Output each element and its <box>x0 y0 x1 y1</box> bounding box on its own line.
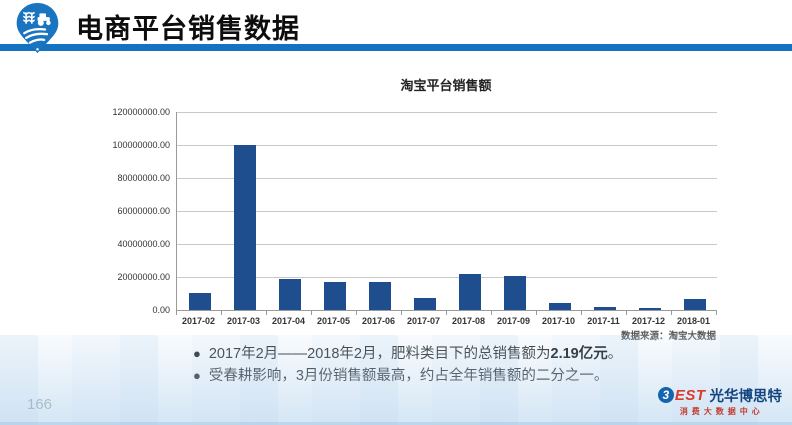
bar <box>683 299 706 310</box>
gridline <box>177 145 717 146</box>
gridline <box>177 277 717 278</box>
bar <box>368 282 391 310</box>
chart-bars <box>177 112 717 310</box>
farm-pin-logo-icon <box>16 2 59 54</box>
y-axis-tick-label: 60000000.00 <box>117 206 170 216</box>
chart-x-ticks <box>176 311 717 315</box>
best-logo-tagline: 消费大数据中心 <box>679 407 764 416</box>
chart-source-note: 数据来源：淘宝大数据 <box>620 331 716 342</box>
bar <box>233 145 256 310</box>
y-axis-tick-label: 120000000.00 <box>112 107 170 117</box>
bar <box>638 308 661 310</box>
y-axis-tick-label: 80000000.00 <box>117 173 170 183</box>
page-number: 166 <box>27 396 53 413</box>
gridline <box>177 178 717 179</box>
header-accent-bar <box>0 44 792 51</box>
chart-x-labels: 2017-02 2017-03 2017-04 2017-05 2017-06 2017-… <box>176 316 716 326</box>
bar <box>413 298 436 310</box>
bar <box>458 274 481 310</box>
y-axis-tick-label: 100000000.00 <box>112 140 170 150</box>
x-axis-tick-label: 2017-04 <box>271 316 306 326</box>
chart-plot-area <box>176 112 717 311</box>
x-axis-tick-label: 2018-01 <box>676 316 711 326</box>
best-logo-brand-name: 光华博思特 <box>709 388 783 405</box>
bullet-item: ● 受春耕影响，3月份销售额最高，约占全年销售额的二分之一。 <box>193 368 609 384</box>
x-axis-tick-label: 2017-08 <box>451 316 486 326</box>
x-axis-tick-label: 2017-12 <box>631 316 666 326</box>
x-axis-tick-label: 2017-03 <box>226 316 261 326</box>
bar <box>278 279 301 310</box>
x-axis-tick-label: 2017-11 <box>587 316 620 326</box>
chart-title: 淘宝平台销售额 <box>400 78 492 93</box>
chart-y-axis: 120000000.00 100000000.00 80000000.00 60000… <box>60 107 170 315</box>
gridline <box>177 211 717 212</box>
bar <box>323 282 346 310</box>
best-logo-word: EST <box>674 386 706 404</box>
x-axis-tick-label: 2017-06 <box>361 316 396 326</box>
bar <box>188 293 211 310</box>
x-axis-tick-label: 2017-10 <box>541 316 576 326</box>
x-axis-tick-label: 2017-07 <box>406 316 441 326</box>
bullet-item: ● 2017年2月——2018年2月，肥料类目下的总销售额为2.19亿元。 <box>193 346 623 362</box>
best-logo-circle-icon: 3 <box>657 387 674 403</box>
bar <box>548 303 571 310</box>
bar <box>593 307 616 310</box>
bullet-dot-icon: ● <box>193 346 201 361</box>
gridline <box>177 112 717 113</box>
gridline <box>177 244 717 245</box>
bar <box>503 276 526 310</box>
x-axis-tick-label: 2017-02 <box>181 316 216 326</box>
page-title: 电商平台销售数据 <box>76 14 300 44</box>
x-axis-tick-label: 2017-05 <box>316 316 351 326</box>
bullet-list: ● 2017年2月——2018年2月，肥料类目下的总销售额为2.19亿元。 ● 受春耕… <box>193 343 622 387</box>
y-axis-tick-label: 40000000.00 <box>117 239 170 249</box>
best-company-logo: 3 EST 光华博思特 消费大数据中心 <box>657 386 783 417</box>
y-axis-tick-label: 0.00 <box>152 305 170 315</box>
x-axis-tick-label: 2017-09 <box>496 316 531 326</box>
y-axis-tick-label: 20000000.00 <box>117 272 170 282</box>
bullet-dot-icon: ● <box>193 368 201 383</box>
